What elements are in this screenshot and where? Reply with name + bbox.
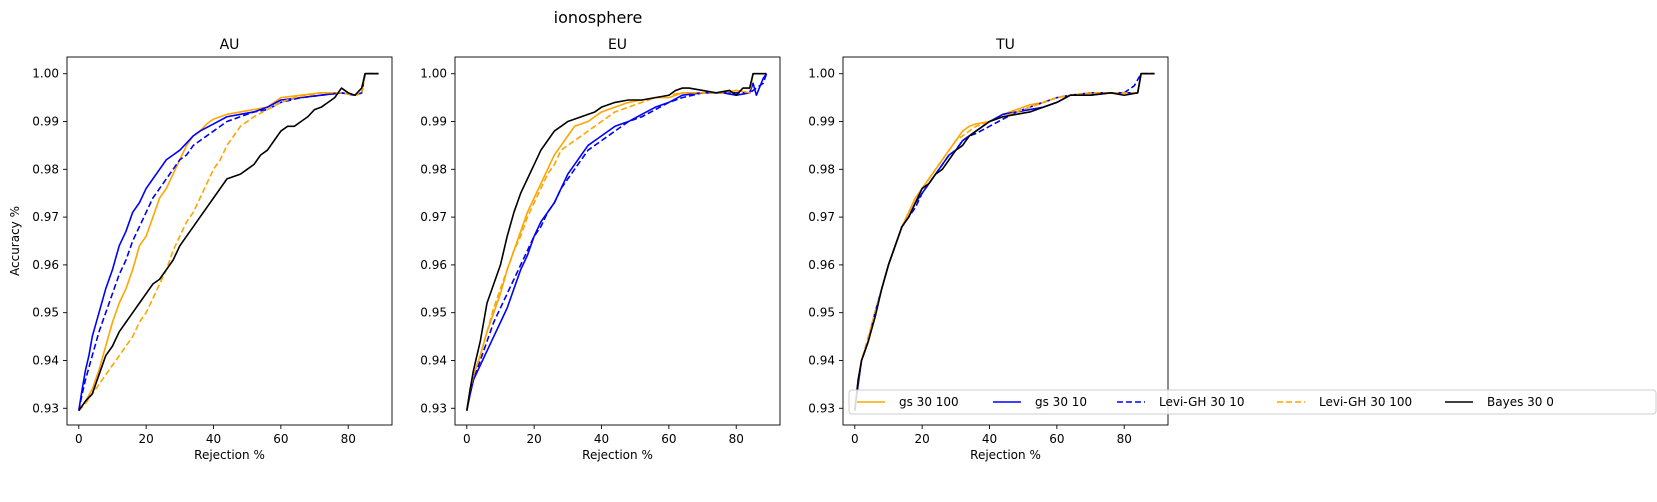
y-tick-label: 0.97 — [420, 210, 447, 224]
y-tick-label: 0.96 — [808, 258, 835, 272]
y-tick-label: 0.93 — [420, 401, 447, 415]
y-tick-label: 0.93 — [808, 401, 835, 415]
y-tick-label: 0.95 — [420, 306, 447, 320]
series-line-bayes-30-0 — [465, 72, 767, 411]
x-tick-label: 80 — [1117, 432, 1132, 446]
x-tick-label: 60 — [273, 432, 288, 446]
y-tick-label: 0.95 — [808, 306, 835, 320]
series-line-levi-gh-30-10 — [466, 73, 768, 411]
y-tick-label: 0.95 — [32, 306, 59, 320]
x-tick-label: 40 — [206, 432, 221, 446]
y-tick-label: 0.99 — [420, 115, 447, 129]
legend-label: Levi-GH 30 100 — [1319, 395, 1412, 409]
x-tick-label: 20 — [527, 432, 542, 446]
x-tick-label: 20 — [139, 432, 154, 446]
y-tick-label: 0.93 — [32, 401, 59, 415]
x-tick-label: 20 — [915, 432, 930, 446]
legend-label: gs 30 100 — [899, 395, 959, 409]
x-tick-label: 0 — [463, 432, 471, 446]
legend-label: Bayes 30 0 — [1487, 395, 1554, 409]
y-tick-label: 0.97 — [32, 210, 59, 224]
x-axis-label: Rejection % — [582, 448, 653, 462]
x-tick-label: 0 — [851, 432, 859, 446]
legend-label: gs 30 10 — [1035, 395, 1087, 409]
series-line-levi-gh-30-100 — [465, 72, 767, 411]
series-line-levi-gh-30-10 — [78, 72, 379, 411]
x-tick-label: 40 — [982, 432, 997, 446]
subplot-tu: TU 0 20 40 60 80 0.93 0.94 0.95 0.96 0.97 0.98 0.99 1… — [808, 37, 1169, 462]
subplot-eu: EU 0 20 40 60 80 0.93 0.94 0.95 0.96 0.97 0.98 0.99 1… — [420, 37, 781, 462]
series-line-gs-30-10 — [466, 73, 768, 411]
series-line-gs-30-100 — [853, 72, 1155, 411]
subplot-au: AU 0 20 40 60 80 0.93 0.94 0.95 0.96 0.97 0.98 0.99 1… — [8, 37, 393, 462]
series-line-levi-gh-30-10 — [853, 72, 1155, 411]
y-tick-label: 0.94 — [808, 353, 835, 367]
series-line-levi-gh-30-100 — [78, 72, 379, 412]
legend-item: Levi-GH 30 10 — [1117, 395, 1245, 409]
x-tick-label: 60 — [661, 432, 676, 446]
y-tick-label: 0.97 — [808, 210, 835, 224]
x-tick-label: 40 — [594, 432, 609, 446]
y-tick-label: 0.94 — [32, 353, 59, 367]
series-group — [465, 72, 768, 411]
axes-frame — [454, 56, 781, 426]
x-tick-label: 0 — [75, 432, 83, 446]
axes-frame — [842, 56, 1169, 426]
y-tick-label: 1.00 — [32, 67, 59, 81]
y-tick-label: 1.00 — [420, 67, 447, 81]
series-line-gs-30-10 — [77, 72, 379, 411]
legend-item: Levi-GH 30 100 — [1277, 395, 1412, 409]
subplot-title: TU — [995, 37, 1015, 53]
series-group — [853, 72, 1155, 411]
y-tick-label: 0.98 — [808, 162, 835, 176]
y-tick-label: 0.98 — [32, 162, 59, 176]
x-axis-label: Rejection % — [194, 448, 265, 462]
series-line-gs-30-100 — [465, 72, 767, 411]
legend-box — [848, 389, 1657, 415]
subplot-title: EU — [608, 37, 627, 53]
y-tick-label: 1.00 — [808, 67, 835, 81]
x-tick-label: 80 — [729, 432, 744, 446]
y-tick-label: 0.96 — [420, 258, 447, 272]
series-line-bayes-30-0 — [78, 72, 379, 412]
series-line-bayes-30-0 — [853, 72, 1155, 411]
y-tick-label: 0.99 — [808, 115, 835, 129]
axes-frame — [66, 56, 393, 426]
y-tick-label: 0.94 — [420, 353, 447, 367]
x-tick-label: 80 — [341, 432, 356, 446]
series-line-gs-30-10 — [853, 72, 1155, 411]
y-tick-label: 0.99 — [32, 115, 59, 129]
series-line-gs-30-100 — [78, 72, 379, 412]
legend-item: gs 30 100 — [857, 395, 959, 409]
x-tick-label: 60 — [1049, 432, 1064, 446]
legend-item: gs 30 10 — [993, 395, 1087, 409]
figure-suptitle: ionosphere — [554, 8, 643, 27]
y-axis-label: Accuracy % — [8, 206, 22, 276]
legend-label: Levi-GH 30 10 — [1159, 395, 1245, 409]
series-group — [77, 72, 379, 412]
subplot-title: AU — [220, 37, 240, 53]
subplots: AU 0 20 40 60 80 0.93 0.94 0.95 0.96 0.97 0.98 0.99 1… — [8, 37, 1169, 462]
series-line-levi-gh-30-100 — [853, 72, 1155, 411]
y-tick-label: 0.98 — [420, 162, 447, 176]
legend-item: Bayes 30 0 — [1445, 395, 1554, 409]
y-tick-label: 0.96 — [32, 258, 59, 272]
legend: gs 30 100 gs 30 10 Levi-GH 30 10 Levi-GH 30… — [848, 389, 1657, 415]
x-axis-label: Rejection % — [970, 448, 1041, 462]
